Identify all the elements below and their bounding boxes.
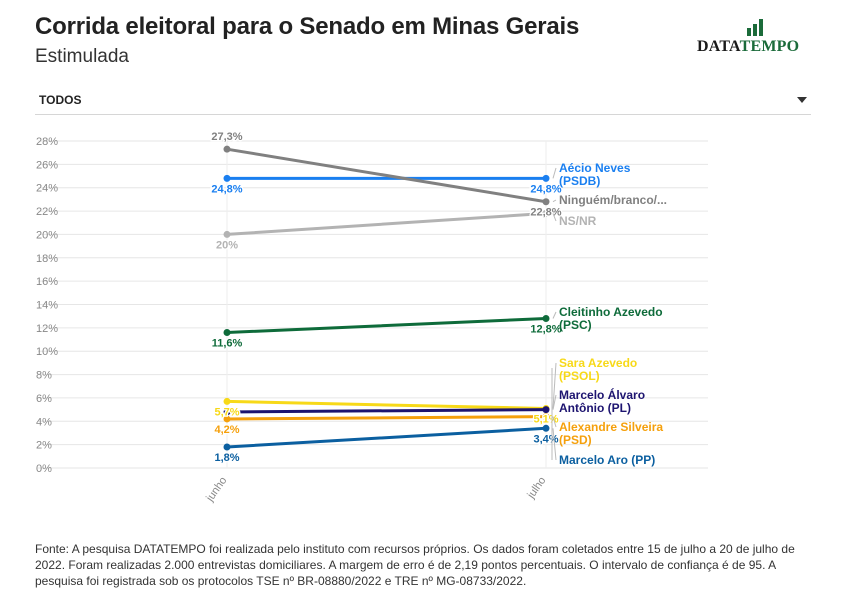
logo-text-data: DATA [697,38,740,55]
label-connector [552,416,557,428]
series-label: Alexandre Silveira [559,420,663,434]
label-connector [552,199,557,203]
data-label: 4,2% [214,424,239,436]
y-tick-label: 22% [36,206,58,218]
series-line [225,317,548,335]
data-point [542,315,550,323]
data-point [223,415,231,423]
series-line [225,147,548,204]
series-line [225,399,548,410]
data-point [223,145,231,153]
series-label: Cleitinho Azevedo [559,305,663,319]
series-label: Marcelo Álvaro [559,387,645,402]
data-label: 20% [216,239,238,251]
x-tick-label: julho [525,475,549,502]
chart-title: Corrida eleitoral para o Senado em Minas… [35,13,580,40]
data-point [542,424,550,432]
data-point [542,413,550,421]
data-point [542,209,550,217]
data-point [223,408,231,416]
y-tick-label: 4% [36,416,52,428]
data-point [223,329,231,337]
y-tick-label: 28% [36,136,58,148]
series-label: NS/NR [559,214,597,228]
label-connector [552,362,557,409]
y-tick-label: 16% [36,276,58,288]
series-label: Ninguém/branco/... [559,193,667,207]
y-tick-label: 6% [36,393,52,405]
y-tick-label: 12% [36,323,58,335]
data-point [223,397,231,405]
series-line [225,415,548,421]
data-label: 1,8% [214,452,239,464]
chart-subtitle: Estimulada [35,46,129,67]
data-label: 24,8% [530,183,561,195]
data-point [223,230,231,238]
label-connector [552,428,557,461]
series-label: (PSD) [559,433,592,447]
series-label: Marcelo Aro (PP) [559,453,655,467]
series-label: (PSOL) [559,369,600,383]
label-connector [552,311,557,319]
label-connector [552,394,557,410]
label-connector [552,213,557,222]
data-label: 24,8% [211,183,242,195]
y-tick-label: 10% [36,346,58,358]
data-label: 5,7% [214,406,239,418]
data-label: 11,6% [212,338,243,350]
x-tick-label: junho [204,475,230,505]
chevron-down-icon[interactable] [797,97,807,103]
y-tick-label: 0% [36,463,52,475]
logo-text: DATATEMPO [697,38,799,56]
logo-text-tempo: TEMPO [739,38,800,55]
series-label: Sara Azevedo [559,356,637,370]
source-note: Fonte: A pesquisa DATATEMPO foi realizad… [35,542,795,588]
series-line [225,211,548,236]
y-tick-label: 24% [36,183,58,195]
data-point [223,174,231,182]
data-point [542,174,550,182]
data-point [542,198,550,206]
series-label: (PSDB) [559,174,600,188]
bar-chart-icon [747,19,763,36]
data-label: 22,8% [530,207,561,219]
y-tick-label: 26% [36,159,58,171]
series-label: (PSC) [559,318,592,332]
y-tick-label: 14% [36,300,58,312]
data-label: 3,4% [533,433,558,445]
series-line [225,408,548,414]
label-connector [552,167,557,179]
y-tick-label: 20% [36,229,58,241]
data-point [223,443,231,451]
series-label: Antônio (PL) [559,401,631,415]
data-point [542,406,550,414]
y-tick-label: 8% [36,370,52,382]
data-label: 27,3% [211,131,242,143]
filter-dropdown[interactable]: TODOS [35,86,811,115]
y-tick-label: 2% [36,440,52,452]
series-label: Aécio Neves [559,161,631,175]
datatempo-logo: DATATEMPO [697,18,817,58]
series-line [225,426,548,449]
line-chart: 0% 2% 4% 6% 8% 10% 12% 14% 16% 18% 20% 22% 24% 26% 28%… [36,130,708,505]
data-label: 12,8% [530,324,561,336]
filter-selected-value: TODOS [39,93,82,107]
y-tick-label: 18% [36,253,58,265]
